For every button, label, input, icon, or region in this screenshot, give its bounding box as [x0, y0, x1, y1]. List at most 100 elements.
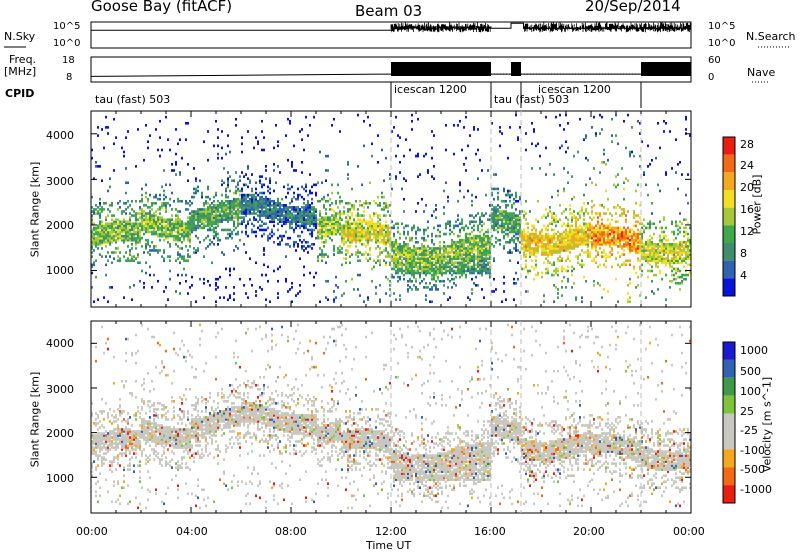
power-cell — [301, 212, 303, 215]
power-cell — [421, 236, 423, 240]
power-cell — [357, 222, 359, 226]
power-cell — [385, 201, 387, 205]
power-cell — [575, 220, 577, 224]
power-cell — [131, 222, 133, 226]
power-cell — [337, 183, 339, 187]
power-cell — [227, 204, 229, 207]
power-cell — [229, 189, 231, 193]
power-cell — [647, 243, 649, 246]
power-cell — [515, 271, 517, 275]
power-cell — [305, 222, 307, 226]
power-cell — [237, 220, 239, 224]
power-cell — [385, 275, 387, 279]
power-cell — [273, 163, 275, 166]
power-cell — [627, 240, 629, 244]
power-cell — [661, 259, 663, 263]
power-cell — [469, 267, 471, 271]
power-cell — [361, 214, 363, 217]
power-cell — [331, 214, 333, 217]
power-cell — [101, 206, 103, 209]
power-cell — [207, 206, 209, 209]
power-cell — [553, 243, 555, 246]
power-cell — [131, 199, 133, 203]
power-cell — [541, 243, 543, 246]
power-cell — [625, 245, 627, 248]
power-cell — [125, 208, 127, 211]
power-cell — [101, 234, 103, 238]
power-cell — [477, 148, 479, 152]
power-cell — [613, 230, 615, 234]
power-cell — [553, 238, 555, 242]
power-cell — [307, 240, 309, 244]
power-cell — [477, 265, 479, 269]
power-cell — [545, 243, 547, 246]
power-cell — [621, 245, 623, 248]
power-cell — [95, 208, 97, 211]
power-cell — [389, 173, 391, 176]
power-cell — [499, 144, 501, 148]
power-cell — [237, 208, 239, 211]
power-cell — [127, 130, 129, 133]
power-cell — [259, 212, 261, 215]
power-cell — [471, 288, 473, 291]
power-cell — [107, 259, 109, 263]
power-cell — [291, 281, 293, 285]
power-cell — [123, 150, 125, 154]
power-cell — [573, 228, 575, 232]
power-cell — [153, 245, 155, 248]
power-cell — [571, 224, 573, 228]
power-cell — [217, 222, 219, 226]
power-cell — [91, 265, 93, 269]
power-cell — [587, 228, 589, 232]
power-cell — [229, 269, 231, 273]
power-cell — [639, 154, 641, 158]
power-cell — [369, 201, 371, 205]
power-cell — [603, 238, 605, 242]
power-cell — [339, 224, 341, 228]
power-cell — [285, 204, 287, 207]
power-cell — [485, 259, 487, 263]
power-cell — [501, 132, 503, 135]
power-cell — [579, 253, 581, 256]
power-cell — [217, 286, 219, 289]
power-cell — [169, 228, 171, 232]
power-cell — [499, 214, 501, 217]
power-cell — [117, 224, 119, 228]
power-cell — [393, 245, 395, 248]
power-cell — [457, 267, 459, 271]
power-cell — [209, 208, 211, 211]
power-cell — [363, 214, 365, 217]
power-cell — [229, 294, 231, 297]
power-cell — [235, 226, 237, 230]
power-cell — [589, 251, 591, 254]
power-cell — [379, 222, 381, 226]
power-cell — [545, 146, 547, 150]
power-cell — [205, 214, 207, 217]
power-cell — [297, 243, 299, 246]
power-cell — [633, 230, 635, 234]
power-cell — [641, 247, 643, 250]
power-cell — [283, 234, 285, 238]
power-cell — [585, 222, 587, 226]
power-cell — [339, 228, 341, 232]
power-cell — [421, 253, 423, 256]
power-cell — [633, 243, 635, 246]
power-cell — [193, 226, 195, 230]
power-cell — [99, 220, 101, 224]
power-cell — [595, 232, 597, 236]
power-cell — [651, 257, 653, 260]
power-cell — [663, 257, 665, 260]
power-cell — [353, 218, 355, 221]
power-cell — [481, 257, 483, 260]
power-cell — [321, 220, 323, 224]
power-cell — [553, 220, 555, 224]
power-cell — [391, 240, 393, 244]
power-cell — [163, 226, 165, 230]
power-cell — [467, 247, 469, 250]
power-cell — [525, 275, 527, 279]
power-cell — [165, 115, 167, 119]
power-cell — [97, 134, 99, 137]
power-cell — [375, 222, 377, 226]
power-cell — [147, 218, 149, 221]
power-cell — [203, 210, 205, 213]
